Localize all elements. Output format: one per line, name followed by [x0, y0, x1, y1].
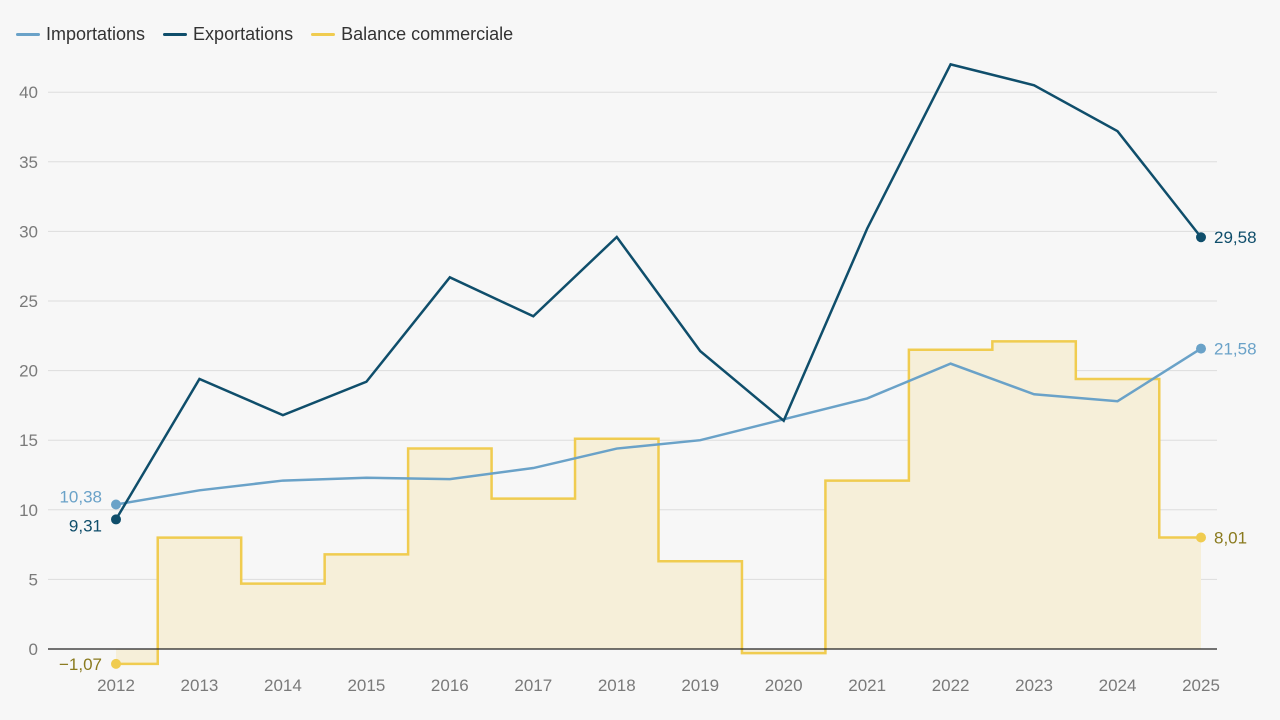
x-tick-2017: 2017	[514, 676, 552, 695]
label-importations-last: 21,58	[1214, 340, 1257, 359]
x-tick-2015: 2015	[347, 676, 385, 695]
marker-exportations-2025	[1196, 232, 1206, 243]
label-exportations-last: 29,58	[1214, 228, 1257, 247]
legend-item-exportations[interactable]: Exportations	[163, 24, 293, 45]
legend: Importations Exportations Balance commer…	[16, 24, 513, 45]
legend-swatch-importations	[16, 33, 40, 36]
legend-item-balance[interactable]: Balance commerciale	[311, 24, 513, 45]
legend-label-balance: Balance commerciale	[341, 24, 514, 44]
series-line-importations	[115, 347, 1202, 506]
y-tick-30: 30	[19, 222, 38, 241]
marker-importations-2025	[1196, 343, 1206, 354]
y-tick-20: 20	[19, 362, 38, 381]
x-tick-2025: 2025	[1182, 676, 1220, 695]
balance-step-line	[116, 340, 1201, 666]
x-tick-2020: 2020	[765, 676, 803, 695]
label-balance-last: 8,01	[1214, 529, 1247, 548]
marker-exportations-2012	[111, 514, 121, 525]
legend-swatch-balance	[311, 33, 336, 36]
legend-swatch-exportations	[163, 33, 188, 36]
y-tick-35: 35	[19, 153, 38, 172]
series-line-exportations	[114, 62, 1202, 521]
legend-label-importations: Importations	[46, 24, 146, 44]
y-tick-5: 5	[29, 570, 38, 589]
y-tick-40: 40	[19, 83, 38, 102]
y-tick-25: 25	[19, 292, 38, 311]
y-tick-10: 10	[19, 501, 38, 520]
marker-importations-2012	[111, 499, 121, 510]
x-tick-2013: 2013	[181, 676, 219, 695]
label-importations-first: 10,38	[59, 488, 102, 507]
label-balance-first: −1,07	[59, 655, 102, 674]
legend-label-exportations: Exportations	[193, 24, 294, 44]
y-tick-15: 15	[19, 431, 38, 450]
x-tick-2012: 2012	[97, 676, 135, 695]
x-tick-2019: 2019	[681, 676, 719, 695]
x-tick-2022: 2022	[932, 676, 970, 695]
marker-balance-commerciale-2012	[111, 658, 121, 669]
x-tick-2024: 2024	[1099, 676, 1137, 695]
x-tick-2021: 2021	[848, 676, 886, 695]
label-exportations-first: 9,31	[69, 516, 102, 535]
x-tick-2023: 2023	[1015, 676, 1053, 695]
y-tick-0: 0	[29, 640, 38, 659]
x-tick-2018: 2018	[598, 676, 636, 695]
marker-balance-commerciale-2025	[1196, 532, 1206, 543]
x-tick-2014: 2014	[264, 676, 302, 695]
legend-item-importations[interactable]: Importations	[16, 24, 145, 45]
x-tick-2016: 2016	[431, 676, 469, 695]
